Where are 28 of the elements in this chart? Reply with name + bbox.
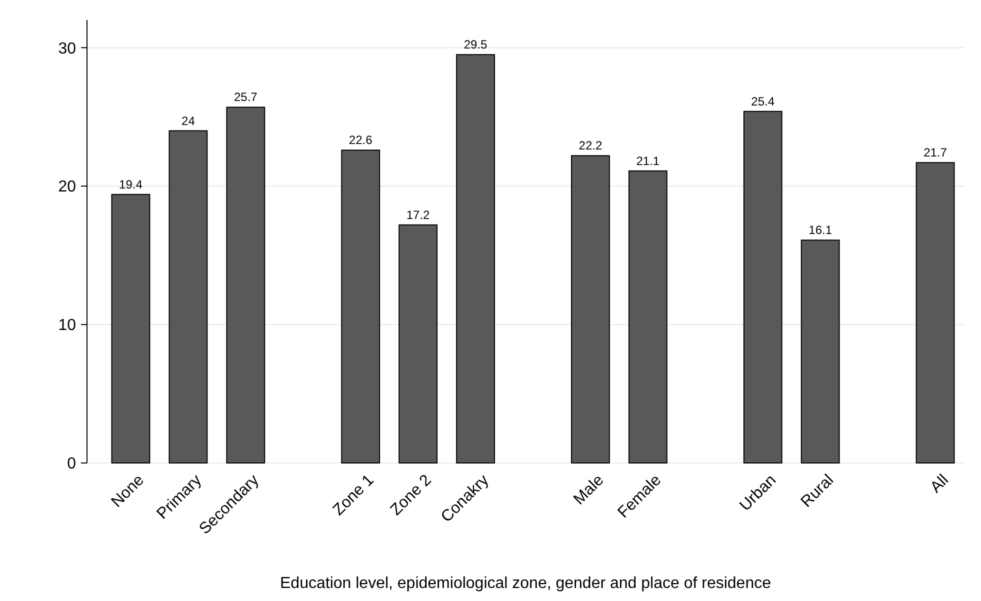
bar bbox=[398, 224, 438, 464]
bar bbox=[916, 162, 955, 464]
data-label: 21.7 bbox=[924, 146, 948, 160]
data-label: 22.6 bbox=[348, 133, 373, 148]
bar bbox=[111, 194, 150, 464]
x-tick-label: All bbox=[927, 472, 952, 496]
bar bbox=[571, 155, 610, 464]
y-tick-label: 30 bbox=[58, 40, 76, 58]
data-label: 25.4 bbox=[751, 94, 775, 108]
bar bbox=[168, 130, 208, 464]
data-label: 21.1 bbox=[636, 154, 660, 168]
bar bbox=[226, 106, 266, 464]
data-label: 17.2 bbox=[406, 208, 430, 222]
bar bbox=[341, 150, 380, 464]
data-label: 24 bbox=[182, 114, 196, 128]
bar bbox=[456, 54, 495, 464]
data-label: 22.2 bbox=[578, 138, 602, 153]
bar bbox=[743, 110, 782, 464]
y-tick-label: 10 bbox=[58, 317, 76, 334]
data-label: 19.4 bbox=[119, 177, 143, 192]
data-label: 29.5 bbox=[464, 38, 488, 52]
bar bbox=[628, 170, 668, 464]
y-tick-label: 0 bbox=[67, 456, 76, 473]
data-label: 25.7 bbox=[234, 90, 258, 104]
bar bbox=[800, 240, 840, 464]
y-tick-label: 20 bbox=[58, 178, 76, 196]
data-label: 16.1 bbox=[808, 223, 832, 238]
x-axis-title: Education level, epidemiological zone, gender and place of residence bbox=[280, 575, 772, 592]
